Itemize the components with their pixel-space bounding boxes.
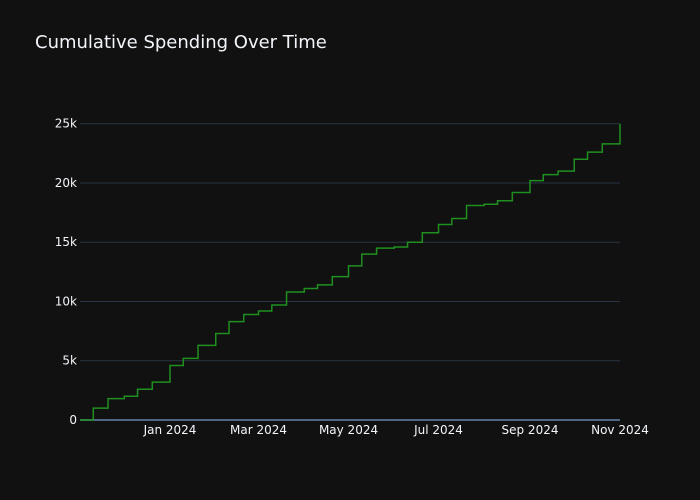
x-tick-label: Sep 2024	[502, 423, 559, 437]
y-tick-label: 20k	[55, 176, 77, 190]
y-tick-label: 25k	[55, 117, 77, 131]
x-tick-label: Mar 2024	[230, 423, 287, 437]
x-tick-label: May 2024	[319, 423, 378, 437]
x-tick-label: Nov 2024	[591, 423, 649, 437]
series-line	[80, 123, 621, 421]
chart-title: Cumulative Spending Over Time	[35, 32, 327, 53]
y-tick-label: 10k	[55, 294, 77, 308]
x-tick-label: Jan 2024	[143, 423, 197, 437]
y-tick-label: 15k	[55, 235, 77, 249]
y-tick-label: 0	[69, 413, 77, 427]
y-tick-label: 5k	[62, 354, 77, 368]
x-tick-label: Jul 2024	[413, 423, 463, 437]
